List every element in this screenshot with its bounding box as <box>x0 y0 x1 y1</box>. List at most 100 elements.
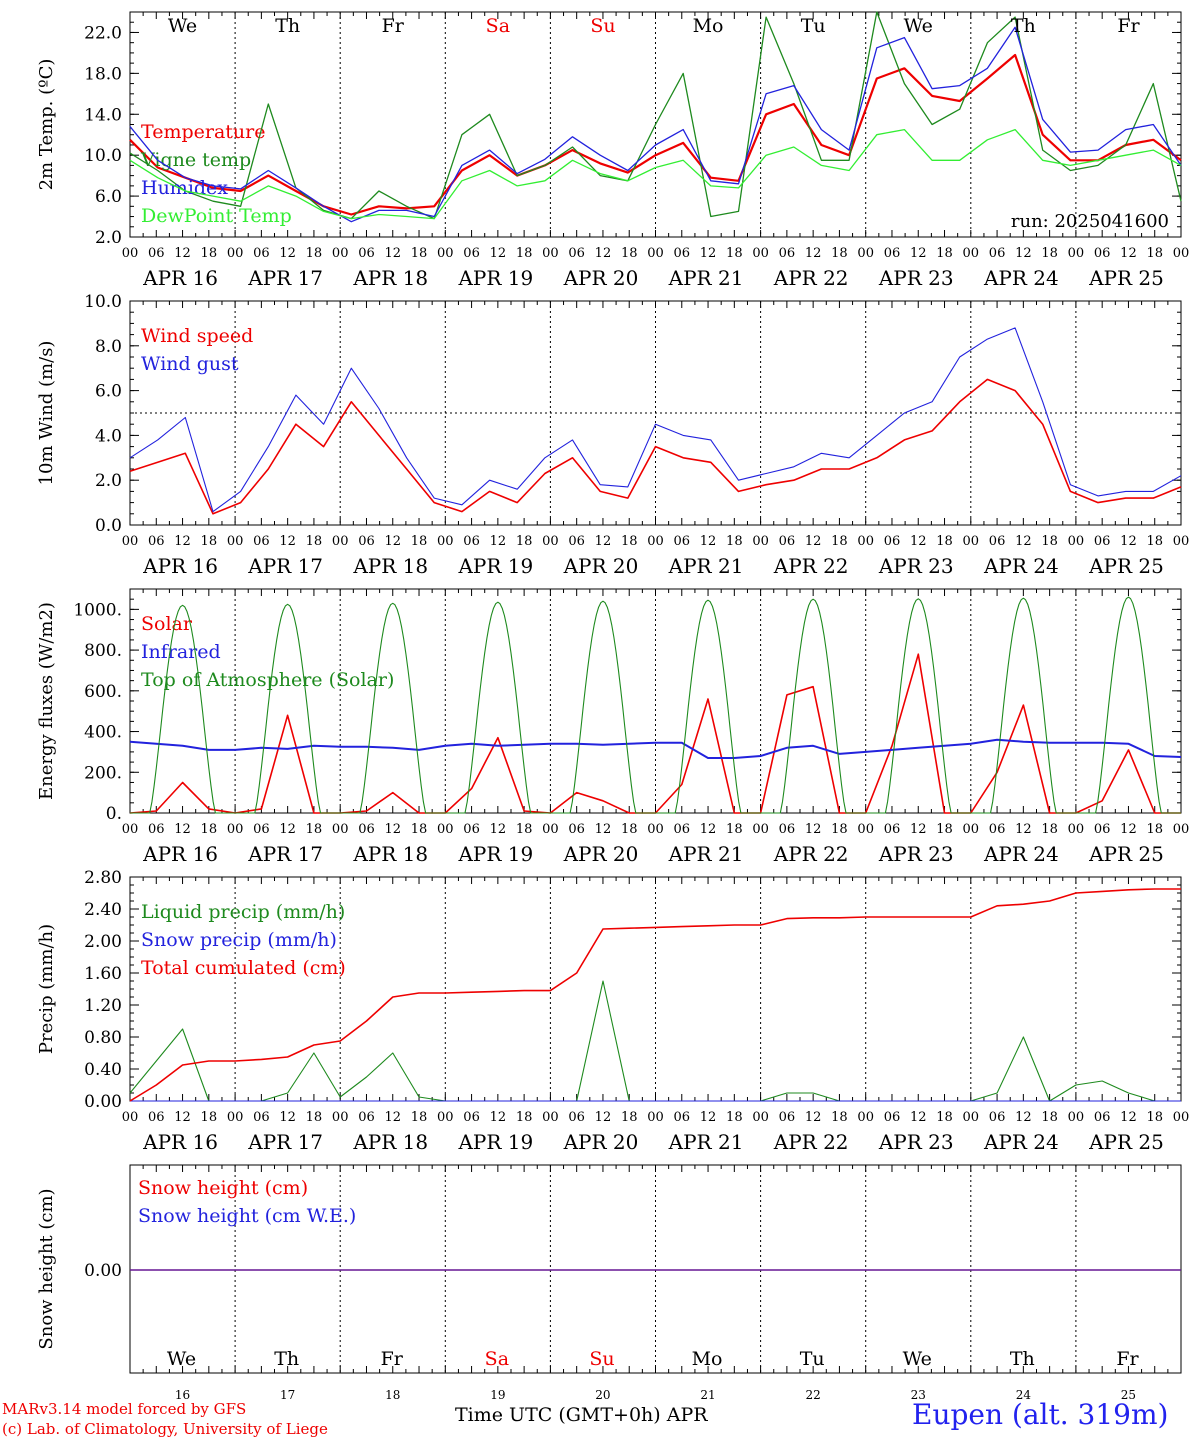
y-tick-label: 10.0 <box>84 292 122 312</box>
hour-tick-label: 00 <box>332 822 349 837</box>
date-label: APR 20 <box>563 842 639 866</box>
legend-entry: Snow precip (mm/h) <box>141 929 337 951</box>
hour-tick-label: 00 <box>227 1110 244 1125</box>
hour-tick-label: 12 <box>1120 534 1137 549</box>
day-label: Fr <box>381 1348 404 1370</box>
hour-tick-label: 06 <box>674 822 691 837</box>
hour-tick-label: 12 <box>174 534 191 549</box>
hour-tick-label: 00 <box>1173 1110 1190 1125</box>
day-number: 19 <box>490 1388 505 1402</box>
date-label: APR 24 <box>983 266 1059 290</box>
model-credit: MARv3.14 model forced by GFS <box>2 1400 247 1418</box>
y-tick-label: 22.0 <box>84 23 122 43</box>
hour-tick-label: 00 <box>437 246 454 261</box>
y-tick-label: 0.80 <box>84 1028 122 1048</box>
series-line-total-cumulated-cm- <box>129 888 1181 1102</box>
series-line-vigne-temp <box>129 11 1182 220</box>
date-label: APR 18 <box>352 554 428 578</box>
hour-tick-label: 12 <box>700 246 717 261</box>
date-label: APR 17 <box>247 266 323 290</box>
hour-tick-label: 12 <box>1015 822 1032 837</box>
hour-tick-label: 06 <box>779 534 796 549</box>
run-label: run: 2025041600 <box>1011 211 1169 232</box>
day-label: Th <box>1010 1348 1035 1370</box>
hour-tick-label: 12 <box>910 246 927 261</box>
hour-tick-label: 00 <box>437 1110 454 1125</box>
date-label: APR 21 <box>668 1130 744 1154</box>
hour-tick-label: 12 <box>910 1110 927 1125</box>
hour-tick-label: 00 <box>437 534 454 549</box>
hour-tick-label: 18 <box>411 822 428 837</box>
hour-tick-label: 06 <box>463 822 480 837</box>
day-label: Sa <box>486 15 510 37</box>
hour-tick-label: 18 <box>621 534 638 549</box>
series-line-humidex <box>129 26 1182 223</box>
date-label: APR 17 <box>247 842 323 866</box>
lab-credit: (c) Lab. of Climatology, University of L… <box>2 1420 328 1438</box>
date-label: APR 19 <box>457 554 533 578</box>
hour-tick-label: 18 <box>306 822 323 837</box>
hour-tick-label: 00 <box>752 822 769 837</box>
hour-tick-label: 18 <box>1146 534 1163 549</box>
y-tick-label: 200. <box>84 763 122 783</box>
legend-entry: Snow height (cm W.E.) <box>138 1205 356 1227</box>
hour-tick-label: 00 <box>963 534 980 549</box>
day-label: We <box>904 15 933 37</box>
hour-tick-label: 18 <box>411 246 428 261</box>
hour-tick-label: 06 <box>253 246 270 261</box>
hour-tick-label: 00 <box>752 1110 769 1125</box>
hour-tick-label: 18 <box>201 534 218 549</box>
date-label: APR 23 <box>878 1130 954 1154</box>
hour-tick-label: 18 <box>1146 1110 1163 1125</box>
y-tick-label: 0.00 <box>84 1092 122 1112</box>
hour-tick-label: 06 <box>989 1110 1006 1125</box>
hour-tick-label: 06 <box>1094 534 1111 549</box>
hour-tick-label: 06 <box>358 534 375 549</box>
hour-tick-label: 00 <box>857 1110 874 1125</box>
hour-tick-label: 00 <box>963 1110 980 1125</box>
series-line-dewpoint-temp <box>129 128 1182 220</box>
y-tick-label: 2.40 <box>84 900 122 920</box>
hour-tick-label: 06 <box>674 1110 691 1125</box>
hour-tick-label: 12 <box>595 1110 612 1125</box>
y-tick-label: 2.0 <box>95 471 122 491</box>
hour-tick-label: 18 <box>201 1110 218 1125</box>
legend-entry: Humidex <box>141 177 228 199</box>
hour-tick-label: 06 <box>1094 246 1111 261</box>
hour-tick-label: 12 <box>174 246 191 261</box>
date-label: APR 16 <box>142 842 218 866</box>
y-tick-label: 2.0 <box>95 228 122 248</box>
y-tick-label: 4.0 <box>95 426 122 446</box>
hour-tick-label: 12 <box>805 246 822 261</box>
hour-tick-label: 18 <box>936 1110 953 1125</box>
hour-tick-label: 12 <box>174 1110 191 1125</box>
hour-tick-label: 00 <box>1068 822 1085 837</box>
day-label: Su <box>590 15 615 37</box>
y-tick-label: 0.0 <box>95 516 122 536</box>
legend-entry: Vigne temp <box>140 149 251 171</box>
hour-tick-label: 12 <box>805 534 822 549</box>
y-tick-label: 2.00 <box>84 932 122 952</box>
hour-tick-label: 12 <box>384 246 401 261</box>
hour-tick-label: 18 <box>726 534 743 549</box>
legend-entry: Solar <box>141 613 193 635</box>
day-label: Sa <box>485 1348 509 1370</box>
date-label: APR 16 <box>142 266 218 290</box>
date-label: APR 21 <box>668 554 744 578</box>
hour-tick-label: 12 <box>1015 1110 1032 1125</box>
hour-tick-label: 18 <box>1041 822 1058 837</box>
hour-tick-label: 18 <box>726 1110 743 1125</box>
hour-tick-label: 00 <box>647 1110 664 1125</box>
y-tick-label: 0. <box>106 804 122 824</box>
hour-tick-label: 00 <box>1068 534 1085 549</box>
y-tick-label: 400. <box>84 723 122 743</box>
hour-tick-label: 18 <box>726 822 743 837</box>
day-label: Th <box>275 15 300 37</box>
hour-tick-label: 12 <box>384 1110 401 1125</box>
hour-tick-label: 18 <box>831 246 848 261</box>
day-number: 23 <box>911 1388 926 1402</box>
date-label: APR 23 <box>878 266 954 290</box>
hour-tick-label: 06 <box>358 246 375 261</box>
hour-tick-label: 00 <box>227 822 244 837</box>
